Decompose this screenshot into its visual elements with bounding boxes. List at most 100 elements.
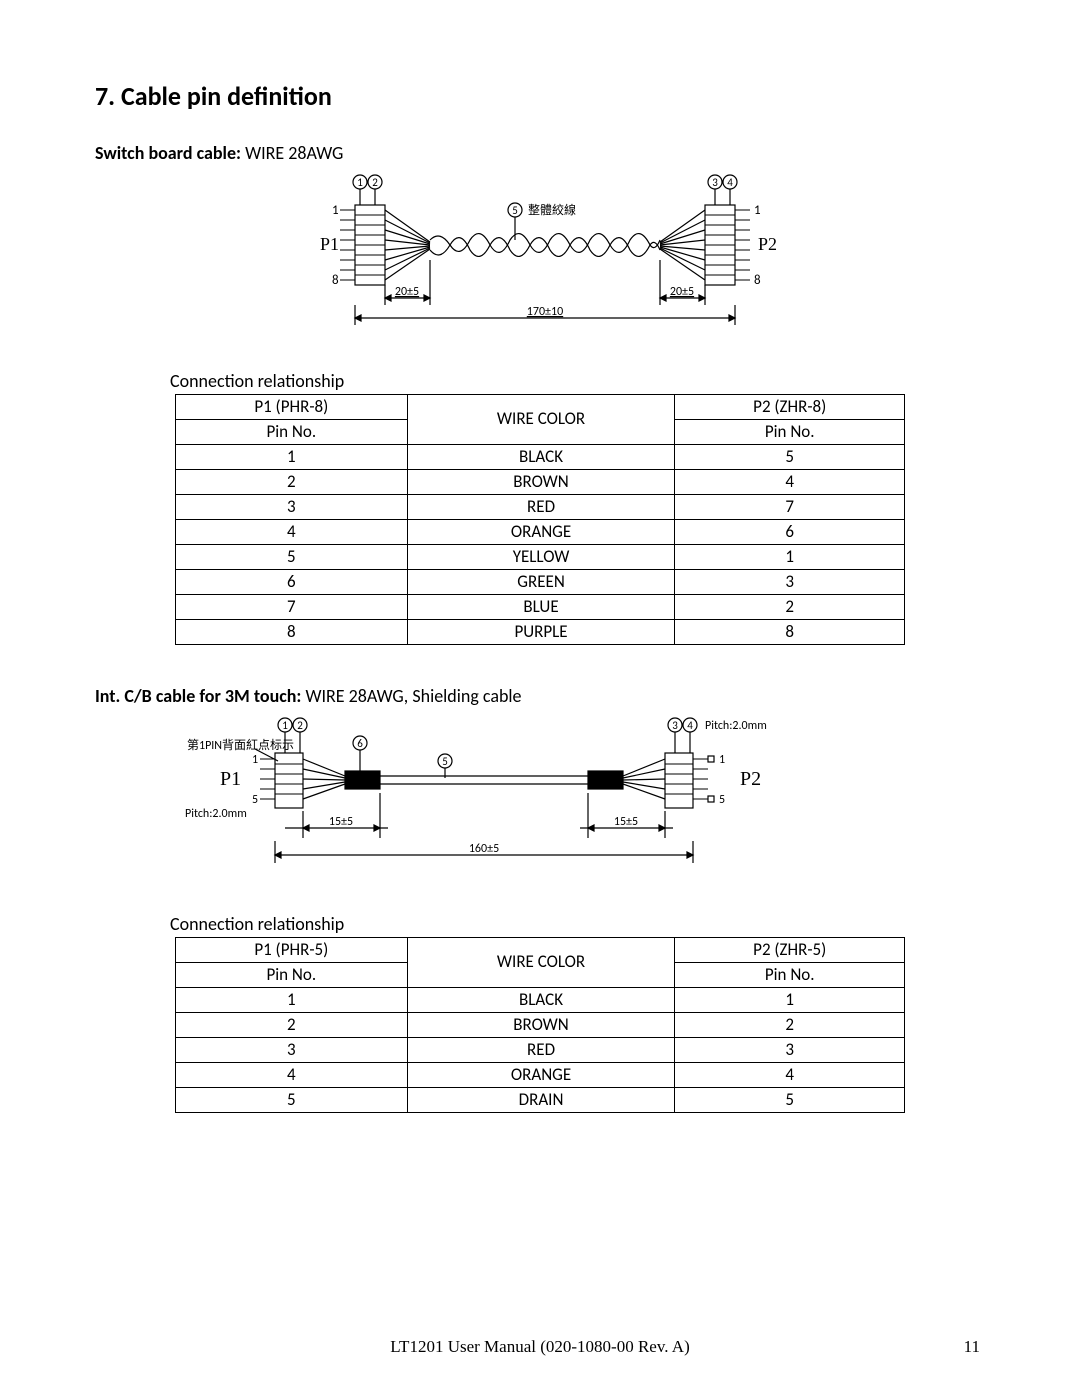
table-cell: BROWN [407, 470, 675, 495]
svg-text:5: 5 [719, 793, 725, 807]
svg-text:4: 4 [687, 719, 693, 732]
table-cell: 1 [675, 545, 905, 570]
svg-text:4: 4 [727, 176, 733, 189]
cable2-th-pinno-2: Pin No. [675, 963, 905, 988]
table-cell: 5 [176, 545, 408, 570]
table-row: 1BLACK1 [176, 988, 905, 1013]
table-cell: BROWN [407, 1013, 675, 1038]
table-cell: 4 [176, 1063, 408, 1088]
svg-text:20±5: 20±5 [395, 285, 419, 299]
table-cell: 5 [675, 445, 905, 470]
table-cell: 2 [675, 595, 905, 620]
svg-text:2: 2 [372, 176, 378, 189]
table-row: 6GREEN3 [176, 570, 905, 595]
svg-text:8: 8 [332, 273, 339, 288]
cable1-th-p1: P1 (PHR-8) [176, 395, 408, 420]
cable1-svg: 1 2 3 4 5 整體絞線 [260, 170, 820, 350]
cable2-p1-label: P1 [220, 768, 241, 790]
table-row: 2BROWN2 [176, 1013, 905, 1038]
cable1-caption: Connection relationship [170, 370, 985, 392]
cable2-th-wire: WIRE COLOR [407, 938, 675, 988]
cable1-th-wire: WIRE COLOR [407, 395, 675, 445]
cable1-table: P1 (PHR-8) WIRE COLOR P2 (ZHR-8) Pin No.… [175, 394, 905, 645]
table-row: 7BLUE2 [176, 595, 905, 620]
table-row: 4ORANGE6 [176, 520, 905, 545]
table-row: 5DRAIN5 [176, 1088, 905, 1113]
footer-page: 11 [964, 1337, 980, 1357]
svg-text:15±5: 15±5 [329, 815, 353, 829]
cable1-label-rest: WIRE 28AWG [241, 142, 343, 164]
svg-text:170±10: 170±10 [527, 305, 563, 319]
cable1-label-bold: Switch board cable: [95, 142, 241, 164]
table-cell: DRAIN [407, 1088, 675, 1113]
svg-text:5: 5 [442, 755, 448, 768]
table-cell: 8 [176, 620, 408, 645]
table-cell: 7 [176, 595, 408, 620]
table-cell: RED [407, 1038, 675, 1063]
table-row: 3RED3 [176, 1038, 905, 1063]
cable2-th-p1: P1 (PHR-5) [176, 938, 408, 963]
table-row: 4ORANGE4 [176, 1063, 905, 1088]
table-cell: GREEN [407, 570, 675, 595]
footer-center: LT1201 User Manual (020-1080-00 Rev. A) [0, 1337, 1080, 1357]
cable2-svg: 1 2 6 5 3 4 [135, 713, 835, 893]
cable2-th-p2: P2 (ZHR-5) [675, 938, 905, 963]
cable2-caption: Connection relationship [170, 913, 985, 935]
cable2-note-left: 第1PIN背面紅点标示 [187, 738, 294, 753]
cable1-diagram: 1 2 3 4 5 整體絞線 [95, 170, 985, 350]
table-cell: 1 [176, 988, 408, 1013]
table-cell: 7 [675, 495, 905, 520]
table-cell: 4 [176, 520, 408, 545]
cable1-th-pinno-2: Pin No. [675, 420, 905, 445]
svg-text:1: 1 [754, 203, 761, 218]
table-cell: 6 [675, 520, 905, 545]
cable2-p2-label: P2 [740, 768, 761, 790]
cable2-label-bold: Int. C/B cable for 3M touch: [95, 685, 301, 707]
cable1-th-p2: P2 (ZHR-8) [675, 395, 905, 420]
table-cell: 3 [176, 1038, 408, 1063]
table-cell: ORANGE [407, 1063, 675, 1088]
table-cell: 1 [176, 445, 408, 470]
svg-text:20±5: 20±5 [670, 285, 694, 299]
svg-text:1: 1 [357, 176, 363, 189]
svg-text:5: 5 [512, 204, 518, 217]
cable1-p1-label: P1 [320, 234, 339, 254]
cable2-table: P1 (PHR-5) WIRE COLOR P2 (ZHR-5) Pin No.… [175, 937, 905, 1113]
cable2-heading: Int. C/B cable for 3M touch: WIRE 28AWG,… [95, 685, 985, 707]
table-cell: 5 [176, 1088, 408, 1113]
table-cell: BLACK [407, 988, 675, 1013]
cable1-p2-label: P2 [758, 234, 777, 254]
svg-text:160±5: 160±5 [469, 842, 499, 856]
table-cell: 3 [675, 570, 905, 595]
cable1-heading: Switch board cable: WIRE 28AWG [95, 142, 985, 164]
section-title: 7. Cable pin definition [95, 80, 985, 112]
table-cell: BLACK [407, 445, 675, 470]
cable1-twist-label: 整體絞線 [528, 202, 576, 218]
table-cell: 4 [675, 470, 905, 495]
svg-text:3: 3 [712, 176, 718, 189]
table-cell: 3 [176, 495, 408, 520]
table-cell: 2 [176, 470, 408, 495]
cable2-th-pinno-1: Pin No. [176, 963, 408, 988]
svg-text:6: 6 [357, 737, 363, 750]
cable2-pitch-right: Pitch:2.0mm [705, 719, 767, 733]
table-cell: RED [407, 495, 675, 520]
svg-text:15±5: 15±5 [614, 815, 638, 829]
table-cell: 4 [675, 1063, 905, 1088]
svg-text:8: 8 [754, 273, 761, 288]
table-cell: 2 [176, 1013, 408, 1038]
table-cell: PURPLE [407, 620, 675, 645]
table-cell: 5 [675, 1088, 905, 1113]
table-cell: ORANGE [407, 520, 675, 545]
table-cell: YELLOW [407, 545, 675, 570]
cable2-diagram: 1 2 6 5 3 4 [135, 713, 985, 893]
cable2-pitch-left: Pitch:2.0mm [185, 807, 247, 821]
cable1-th-pinno-1: Pin No. [176, 420, 408, 445]
table-cell: 8 [675, 620, 905, 645]
table-row: 1BLACK5 [176, 445, 905, 470]
svg-text:5: 5 [252, 793, 258, 807]
svg-text:3: 3 [672, 719, 678, 732]
table-row: 3RED7 [176, 495, 905, 520]
table-cell: 1 [675, 988, 905, 1013]
table-row: 2BROWN4 [176, 470, 905, 495]
